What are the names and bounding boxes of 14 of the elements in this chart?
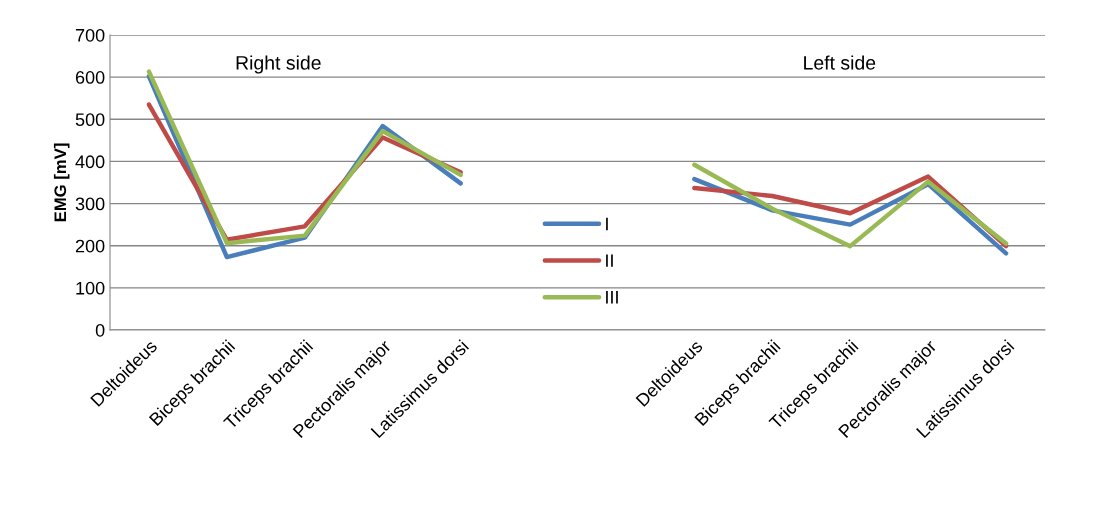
- annotation: Right side: [236, 55, 321, 74]
- legend-label: III: [606, 291, 618, 304]
- y-tick-label: 0: [95, 323, 105, 337]
- y-tick-label: 100: [76, 281, 105, 295]
- y-tick-label: 500: [75, 113, 105, 127]
- legend-label: II: [606, 254, 613, 267]
- y-tick-label: 300: [75, 197, 105, 211]
- y-tick-label: 400: [75, 155, 105, 169]
- y-tick-label: 200: [75, 239, 105, 253]
- annotation: Left side: [804, 55, 876, 70]
- legend-label: I: [606, 217, 608, 231]
- y-tick-label: 700: [75, 28, 105, 42]
- y-axis-title: EMG [mV]: [53, 143, 70, 222]
- y-tick-label: 600: [75, 71, 105, 84]
